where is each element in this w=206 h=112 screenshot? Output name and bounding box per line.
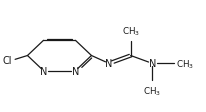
Text: Cl: Cl: [2, 56, 12, 65]
Text: N: N: [40, 66, 47, 76]
Text: N: N: [148, 59, 155, 69]
Text: CH$_3$: CH$_3$: [143, 85, 161, 97]
Text: CH$_3$: CH$_3$: [175, 58, 193, 70]
Text: CH$_3$: CH$_3$: [121, 25, 139, 38]
Text: N: N: [71, 66, 79, 76]
Text: N: N: [105, 59, 112, 69]
